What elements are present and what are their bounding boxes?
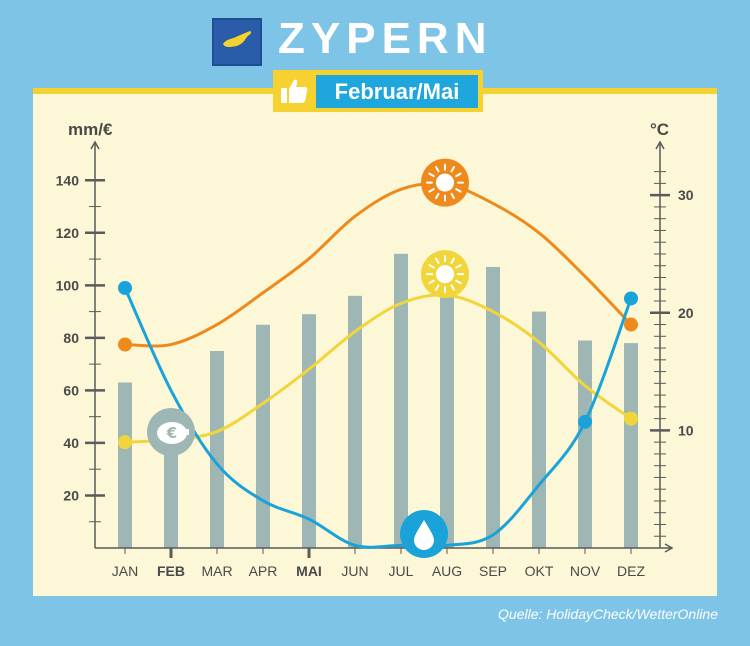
precipitation-point-jan (118, 280, 132, 295)
x-tick-label-mai: MAI (296, 563, 322, 579)
best-months-label: Februar/Mai (334, 79, 460, 104)
bar-jul (394, 253, 408, 548)
piggy-bank-euro-icon: € (147, 408, 195, 456)
best-months-box (316, 75, 478, 108)
x-tick-label-dez: DEZ (617, 563, 645, 579)
air-temperature-line (123, 182, 633, 348)
left-tick-label: 60 (63, 382, 79, 398)
left-tick-label: 40 (63, 435, 79, 451)
right-tick-label: 30 (678, 187, 694, 203)
precipitation-point-dez (624, 291, 638, 306)
left-tick-label: 80 (63, 330, 79, 346)
right-tick-label: 20 (678, 305, 694, 321)
precipitation-point-nov (578, 414, 592, 429)
x-tick-label-apr: APR (249, 563, 278, 579)
svg-text:€: € (166, 424, 177, 442)
right-axis-arrow (655, 140, 665, 150)
x-axis-arrow (664, 543, 674, 553)
country-title: ZYPERN (278, 14, 493, 63)
left-tick-label: 120 (56, 225, 80, 241)
left-tick-label: 20 (63, 487, 79, 503)
bar-nov (578, 340, 592, 548)
x-tick-label-jul: JUL (389, 563, 414, 579)
water-drop-icon (400, 510, 448, 558)
water-temperature-point-jan (118, 435, 132, 450)
bar-mai (302, 314, 316, 548)
left-axis-unit: mm/€ (68, 120, 113, 139)
x-tick-label-jun: JUN (341, 563, 368, 579)
water-temperature-line (123, 293, 633, 444)
right-tick-label: 10 (678, 422, 694, 438)
x-tick-label-feb: FEB (157, 563, 185, 579)
air-temperature-point-dez (624, 317, 638, 332)
bar-apr (256, 324, 270, 548)
x-tick-label-mar: MAR (201, 563, 232, 579)
bar-jun (348, 295, 362, 548)
bar-sep (486, 266, 500, 548)
cyprus-flag-icon (212, 18, 262, 66)
bar-dez (624, 343, 638, 548)
x-tick-label-sep: SEP (479, 563, 507, 579)
left-tick-label: 100 (56, 277, 80, 293)
air-temperature-point-jan (118, 337, 132, 352)
bar-jan (118, 382, 132, 548)
precipitation-line (123, 286, 633, 549)
right-axis-unit: °C (650, 120, 670, 139)
x-tick-label-aug: AUG (432, 563, 462, 579)
thumbs-up-icon (281, 79, 308, 103)
water-temperature-sun-icon (421, 250, 469, 299)
bar-feb (164, 435, 178, 548)
left-axis-arrow (90, 140, 100, 150)
water-temperature-point-dez (624, 411, 638, 426)
bar-aug (440, 253, 454, 548)
x-tick-label-jan: JAN (112, 563, 138, 579)
bar-mar (210, 351, 224, 548)
left-tick-label: 140 (56, 172, 80, 188)
sun-icon (421, 158, 469, 207)
source-note: Quelle: HolidayCheck/WetterOnline (498, 606, 718, 622)
x-tick-label-nov: NOV (570, 563, 601, 579)
x-tick-label-okt: OKT (525, 563, 554, 579)
